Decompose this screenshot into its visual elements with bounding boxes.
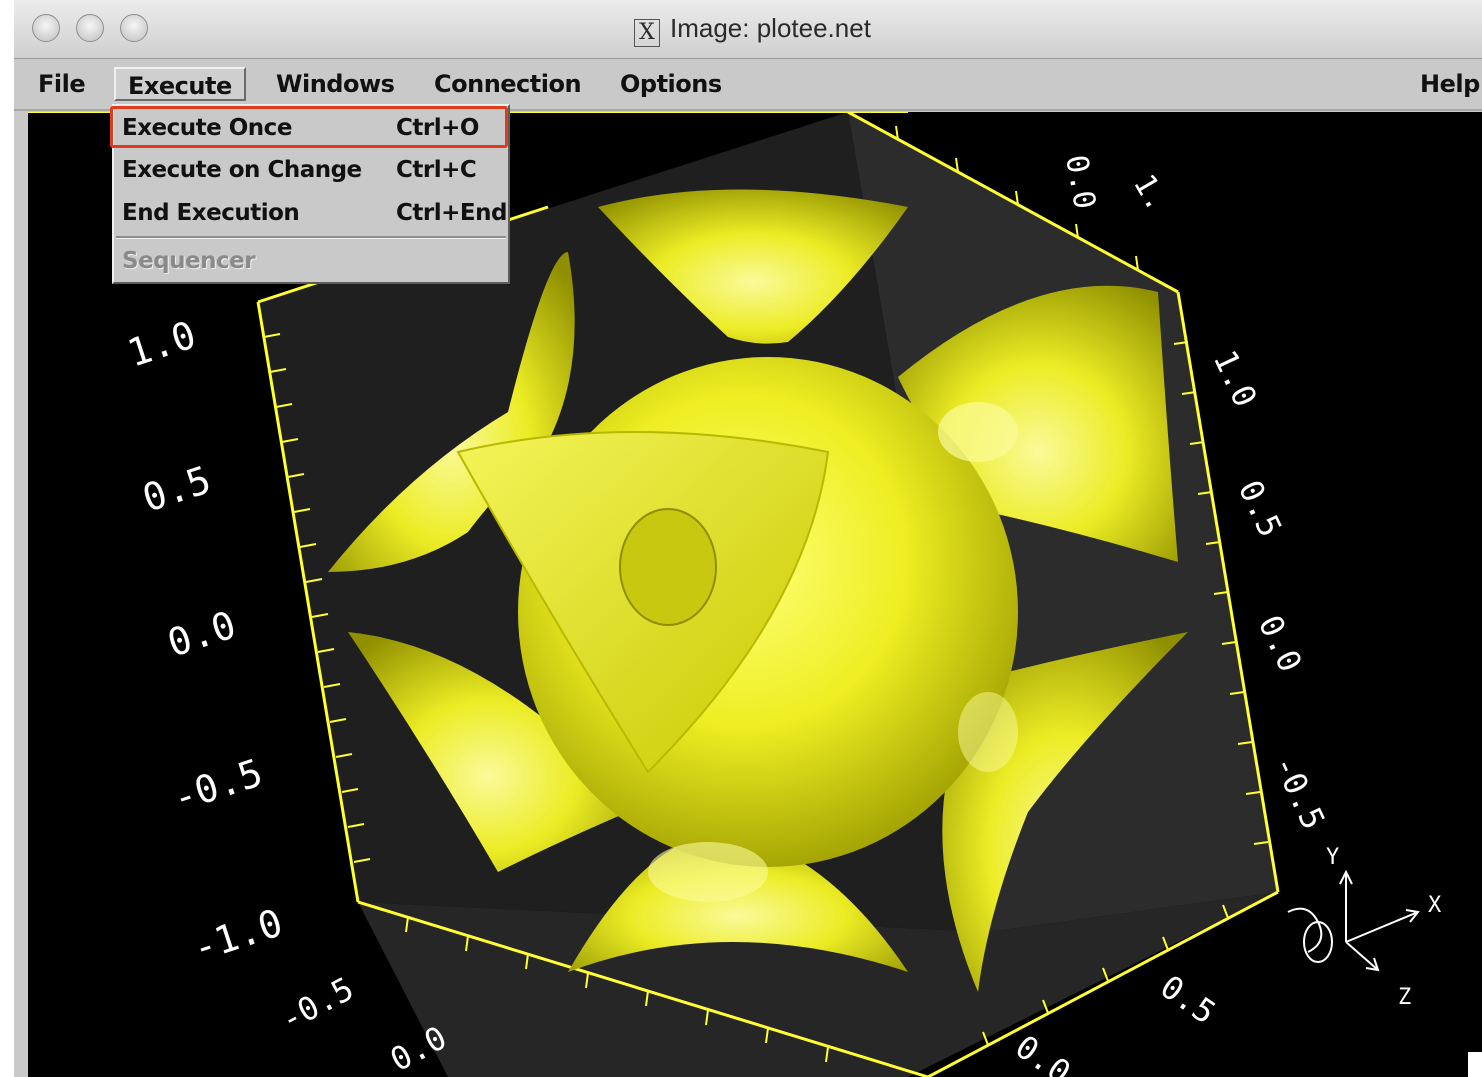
- left-tick-label: 0.5: [137, 458, 216, 521]
- axis-x-label: X: [1428, 893, 1442, 918]
- menu-item-label: Execute Once: [122, 115, 292, 141]
- floor-wall: [358, 892, 1278, 1077]
- menu-help[interactable]: Help: [1420, 70, 1480, 98]
- right-tick-label: -0.5: [1266, 749, 1333, 835]
- highlight-annotation: [110, 106, 508, 148]
- menu-item-label: Sequencer: [122, 248, 256, 274]
- menu-item-label: Execute on Change: [122, 157, 362, 183]
- x11-icon: X: [634, 19, 660, 47]
- menu-item-label: End Execution: [122, 200, 300, 226]
- central-pit: [619, 508, 717, 626]
- left-tick-label: -1.0: [187, 900, 288, 970]
- zoom-window-button[interactable]: [120, 14, 148, 42]
- close-window-button[interactable]: [32, 14, 60, 42]
- lobe-lower-left: [348, 632, 628, 872]
- bottom-tick-label: 0.0: [1008, 1027, 1077, 1077]
- lobe-top: [598, 189, 908, 344]
- plot-canvas[interactable]: 1.0 0.5 0.0 -0.5 -1.0 1.0 0.5 0.0 -0.5 -…: [28, 112, 1482, 1077]
- bottom-tick-label: 0.5: [1153, 967, 1222, 1031]
- top-tick-label: 1.: [1126, 169, 1174, 218]
- lobe-upper-left: [328, 252, 575, 572]
- axis-z-label: Z: [1398, 985, 1411, 1010]
- right-tick-label: 1.0: [1206, 344, 1265, 412]
- menu-item-shortcut: Ctrl+End: [396, 200, 507, 226]
- top-tick-label: 0.0: [1058, 152, 1102, 211]
- right-tick-label: 0.5: [1231, 474, 1290, 542]
- menu-sequencer: Sequencer: [122, 243, 256, 279]
- left-axis-labels: 1.0 0.5 0.0 -0.5 -1.0: [122, 313, 288, 971]
- orientation-labels: Y X Z: [1326, 845, 1442, 1010]
- minimize-window-button[interactable]: [76, 14, 104, 42]
- menu-execute-once[interactable]: Execute Once Ctrl+O: [122, 110, 479, 146]
- menu-separator: [116, 236, 506, 239]
- orientation-axes-icon: [1287, 869, 1420, 972]
- menu-end-execution[interactable]: End Execution Ctrl+End: [122, 195, 507, 231]
- menu-windows[interactable]: Windows: [276, 70, 395, 98]
- right-tick-label: 0.0: [1251, 609, 1310, 677]
- canvas-corner-mark: [1468, 1052, 1482, 1077]
- lobe-upper-right: [898, 285, 1178, 562]
- left-tick-label: 0.0: [162, 603, 241, 666]
- execute-menu-dropdown: Execute Once Ctrl+O Execute on Change Ct…: [112, 104, 510, 284]
- left-tick-label: 1.0: [122, 313, 201, 376]
- menu-bar: File Execute Windows Connection Options …: [14, 59, 1482, 111]
- title-bar: X Image: plotee.net: [14, 0, 1482, 59]
- menu-file[interactable]: File: [38, 70, 86, 98]
- window-title-text: Image: plotee.net: [670, 13, 871, 43]
- left-tick-label: -0.5: [167, 750, 268, 820]
- menu-options[interactable]: Options: [620, 70, 722, 98]
- menu-item-shortcut: Ctrl+O: [396, 115, 479, 141]
- menu-execute-on-change[interactable]: Execute on Change Ctrl+C: [122, 152, 477, 188]
- top-axis-labels: 0.0 1.: [1058, 152, 1174, 217]
- window-title: X Image: plotee.net: [634, 13, 871, 47]
- menu-connection[interactable]: Connection: [434, 70, 582, 98]
- app-window: X Image: plotee.net File Execute Windows …: [14, 0, 1482, 1077]
- isosurface-plot: 1.0 0.5 0.0 -0.5 -1.0 1.0 0.5 0.0 -0.5 -…: [28, 112, 1482, 1077]
- bottom-tick-label: -0.5: [274, 969, 360, 1039]
- menu-item-shortcut: Ctrl+C: [396, 157, 477, 183]
- desktop-edge: [0, 0, 14, 1077]
- axis-ticks: [28, 112, 1269, 1063]
- axis-y-label: Y: [1326, 845, 1339, 870]
- menu-execute[interactable]: Execute: [114, 67, 246, 101]
